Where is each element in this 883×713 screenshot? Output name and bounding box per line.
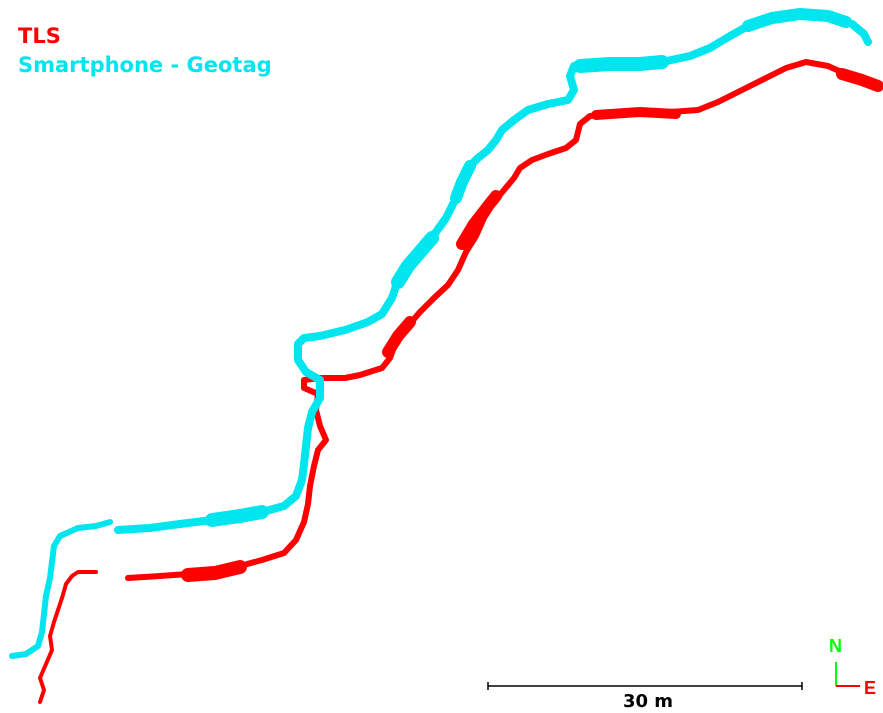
smartphone-trace-main	[742, 8, 852, 32]
smartphone-trace-main	[114, 10, 872, 534]
smartphone-trace-main	[573, 55, 669, 73]
smartphone-trace-main	[9, 519, 113, 659]
north-arrow	[835, 662, 860, 687]
tls-trace-main	[181, 560, 247, 582]
tls-trace-main	[591, 107, 681, 120]
tls-trace-main	[382, 316, 416, 358]
scale-bar-label: 30 m	[622, 691, 674, 712]
tls-trace-main	[125, 59, 883, 581]
legend-item-smartphone-geotag: Smartphone - Geotag	[18, 53, 272, 77]
tls-trace	[38, 59, 883, 704]
east-label: E	[864, 678, 877, 698]
scale-bar	[487, 682, 803, 690]
tls-trace-main	[836, 68, 883, 92]
legend: TLS Smartphone - Geotag	[18, 22, 272, 80]
smartphone-trace-main	[450, 160, 476, 204]
tls-trace-main	[456, 190, 502, 250]
smartphone-trace-main	[391, 231, 439, 289]
smartphone-trace-main	[205, 505, 269, 527]
north-label: N	[829, 636, 842, 656]
legend-item-tls: TLS	[18, 24, 61, 48]
smartphone-geotag-trace	[9, 8, 872, 659]
tls-trace-main	[38, 570, 98, 704]
